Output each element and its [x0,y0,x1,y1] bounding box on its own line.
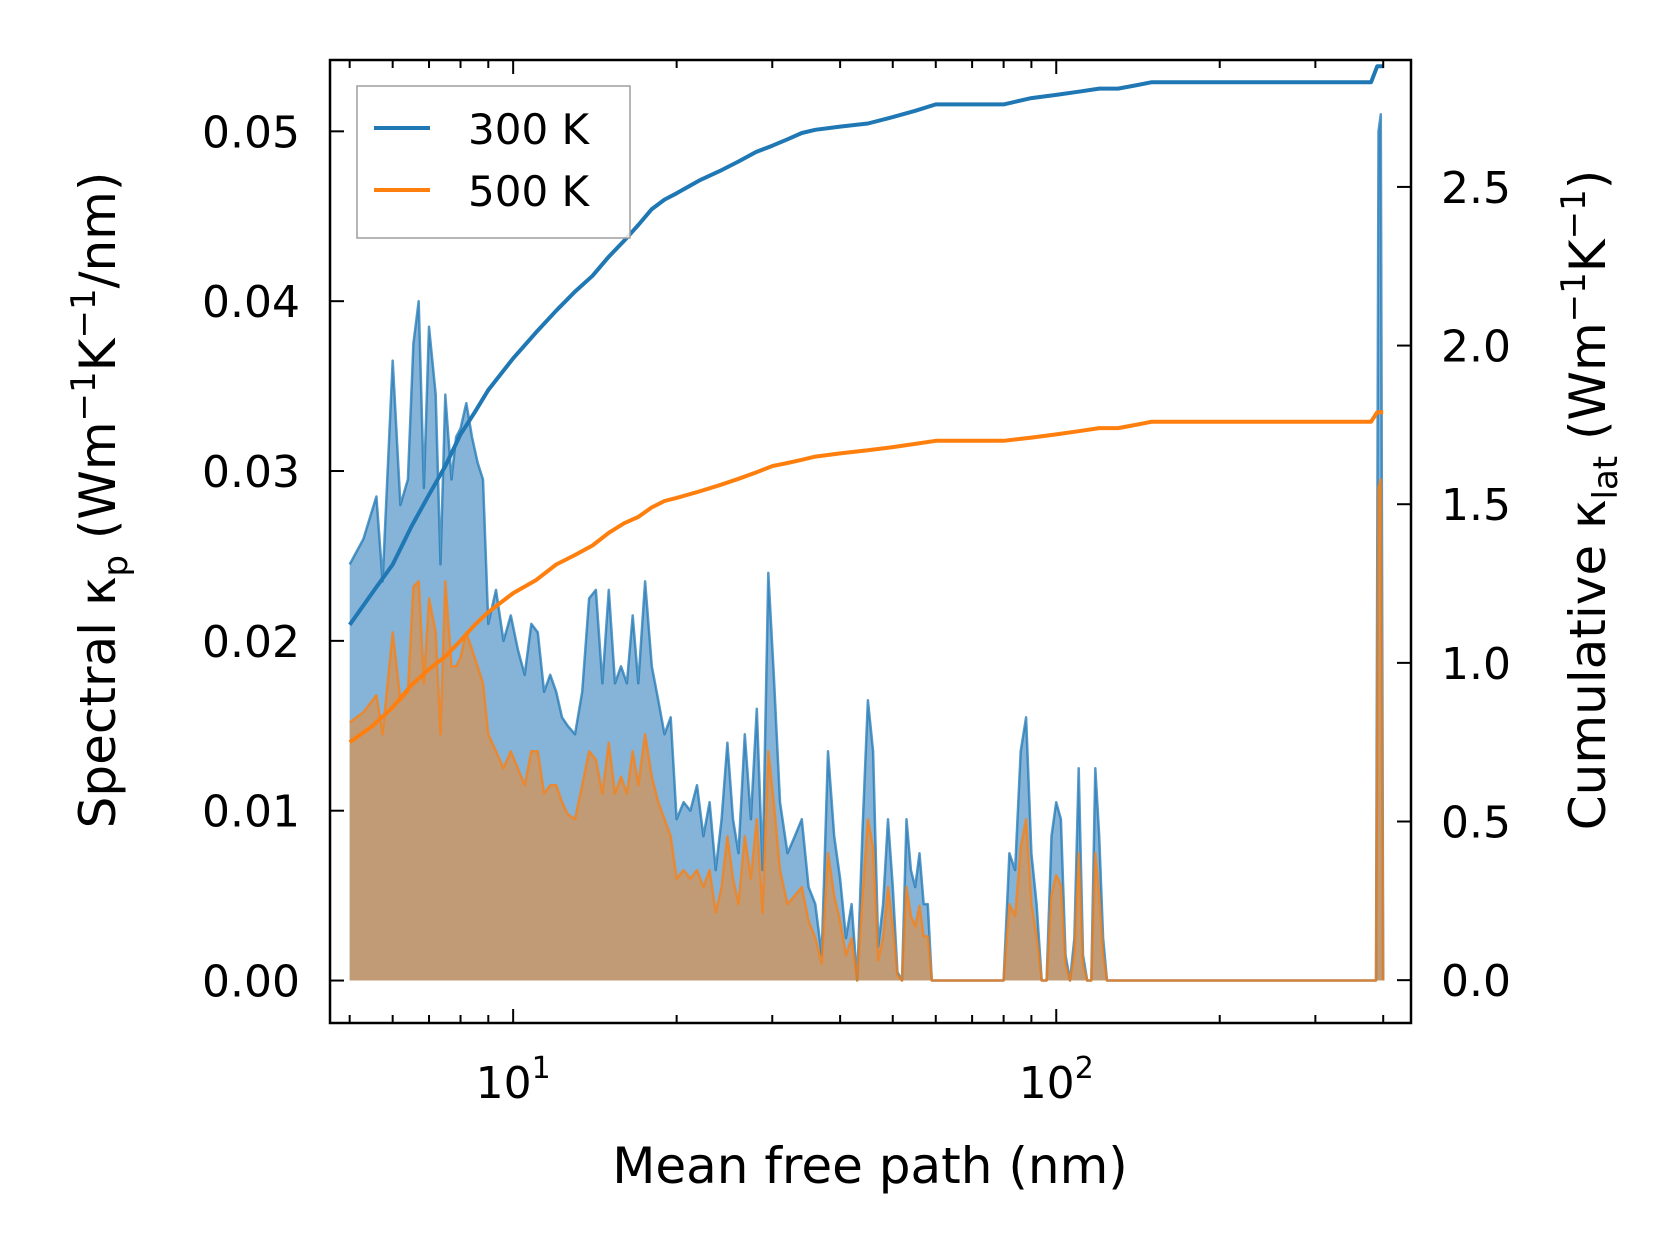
x-axis-label: Mean free path (nm) [612,1137,1128,1195]
tick-labels: 101 1020.000.010.020.030.040.050.00.51.01… [202,107,1511,1109]
left-axis-label-prefix: Spectral κ [69,577,127,829]
left-axis-label-sub: p [96,555,136,577]
cumulative-line-500k [348,410,1384,744]
left-axis-label-unit-3: /nm) [69,172,127,289]
spectral-line-300k [348,113,1385,982]
spectral-area-500k [349,479,1384,981]
right-axis-label-exp-1: −1 [1554,272,1594,322]
right-y-tick-label: 0.0 [1441,956,1511,1007]
right-axis-label-unit-3: ) [1559,170,1617,190]
left-y-tick-label: 0.03 [202,447,300,498]
legend-label-300k: 300 K [468,105,591,154]
left-axis-label-exp-2: −1 [64,288,104,338]
x-tick-label: 102 [1019,1051,1094,1109]
left-y-tick-label: 0.01 [202,787,300,838]
left-y-tick-label: 0.02 [202,617,300,668]
right-y-tick-label: 0.5 [1441,798,1511,849]
right-y-tick-label: 2.5 [1441,163,1511,214]
x-tick-label: 101 [476,1051,551,1109]
spectral-line-500k [348,478,1385,982]
right-axis-label-prefix: Cumulative κ [1559,499,1617,830]
x-tick-label-base: 10 [476,1058,532,1109]
axis-ticks [330,60,1411,1023]
right-axis-label-exp-2: −1 [1554,189,1594,239]
legend-box [356,85,631,239]
left-axis-label-unit-1: (Wm [69,421,127,555]
spectral-fills [349,114,1384,981]
right-y-tick-label: 2.0 [1441,322,1511,373]
left-y-tick-label: 0.04 [202,277,300,328]
right-axis-label-sub: lat [1586,456,1626,500]
cumulative-line-300k [348,64,1384,626]
right-axis-label-unit-1: (Wm [1559,322,1617,456]
plot-frame [328,58,1413,1025]
series-lines [348,64,1385,982]
left-y-tick-label: 0.05 [202,107,300,158]
x-tick-label-exponent: 1 [532,1051,551,1086]
right-axis-label: Cumulative κlat (Wm−1K−1) [1554,170,1626,830]
left-axis-label-unit-2: K [69,337,127,371]
left-axis-label-exp-1: −1 [64,371,104,421]
right-axis-label-unit-2: K [1559,238,1617,272]
x-tick-label-exponent: 2 [1075,1051,1094,1086]
legend-label-500k: 500 K [468,167,591,216]
right-y-tick-label: 1.0 [1441,639,1511,690]
left-axis-label: Spectral κp (Wm−1K−1/nm) [64,172,136,829]
left-y-tick-label: 0.00 [202,957,300,1008]
legend: 300 K 500 K [356,85,631,239]
right-y-tick-label: 1.5 [1441,480,1511,531]
x-tick-label-base: 10 [1019,1058,1075,1109]
